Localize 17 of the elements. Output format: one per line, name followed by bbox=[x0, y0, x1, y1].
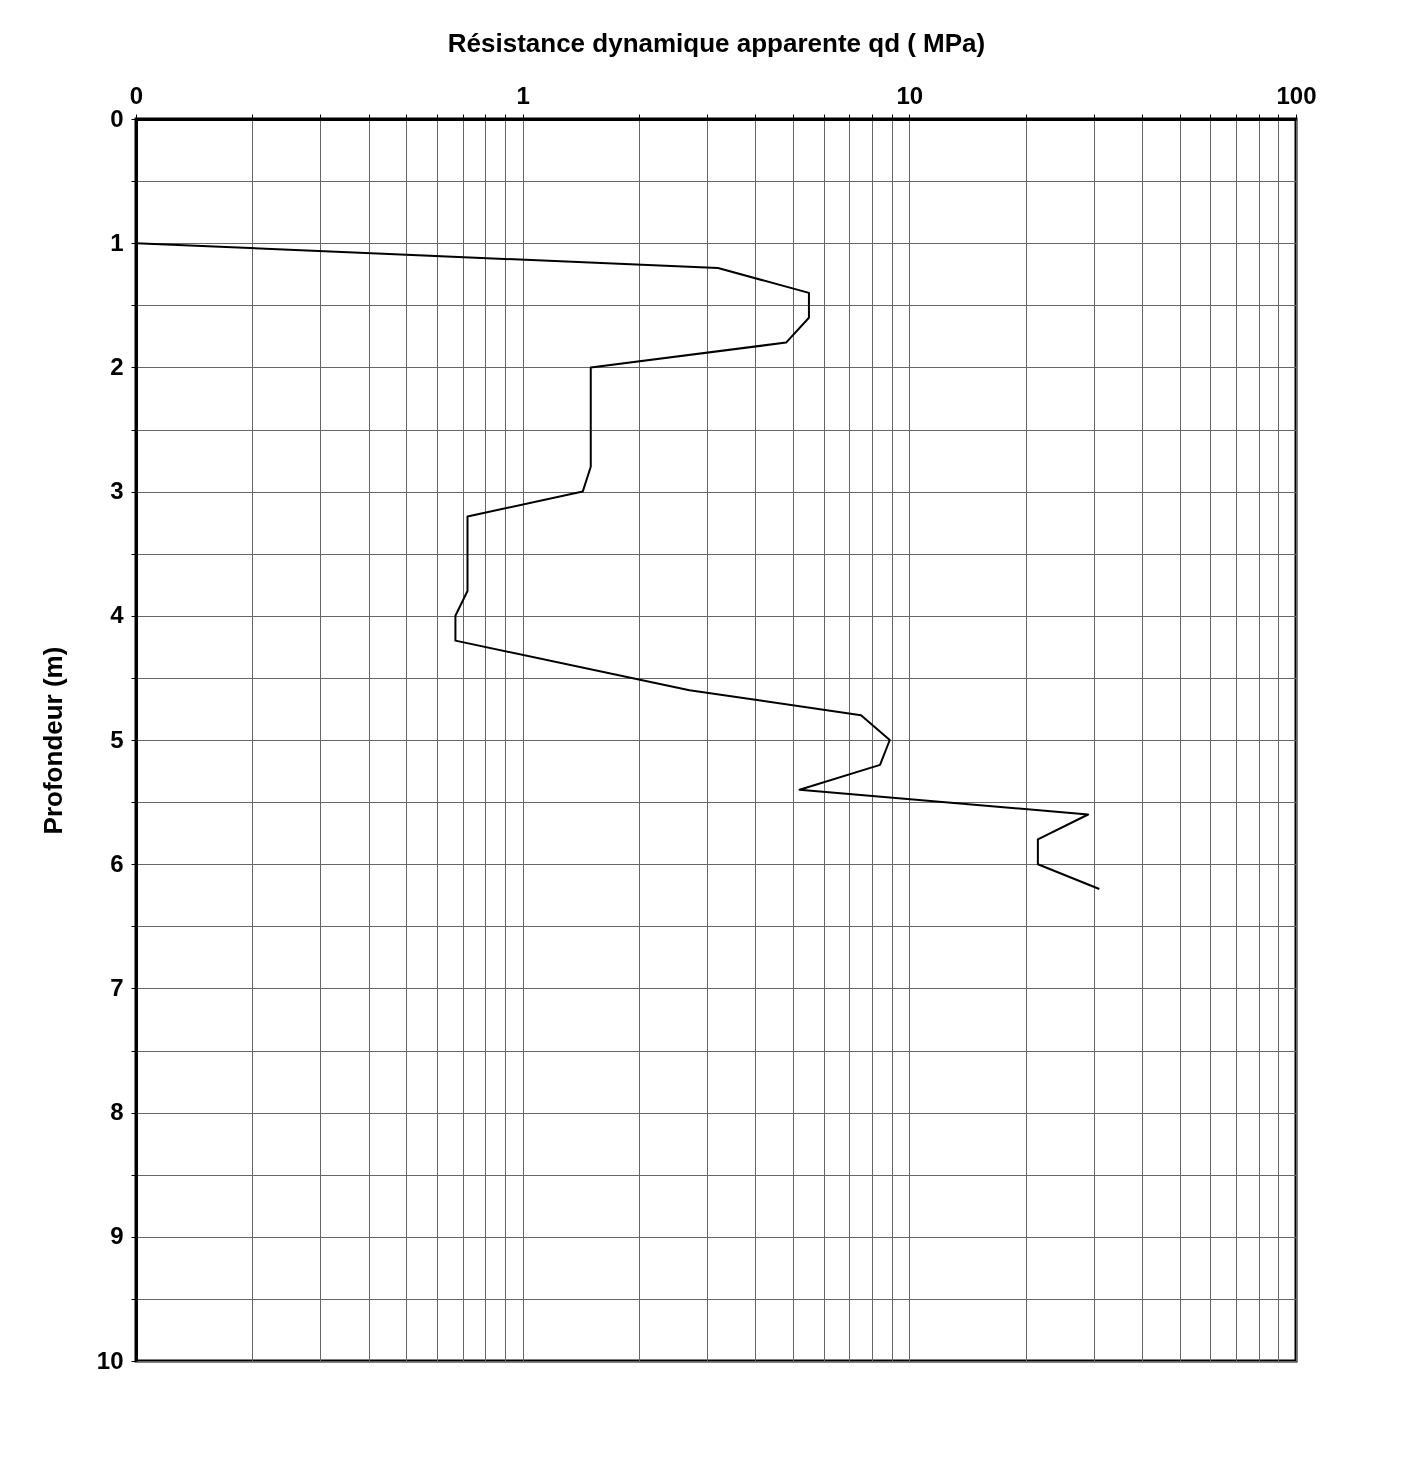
y-tick-label: 4 bbox=[110, 601, 125, 629]
y-tick-label: 7 bbox=[110, 973, 124, 1001]
x-tick-label: 100 bbox=[1276, 81, 1317, 109]
y-tick-label: 1 bbox=[110, 228, 124, 256]
x-tick-label: 0 bbox=[129, 81, 144, 109]
y-tick-label: 2 bbox=[110, 352, 124, 380]
y-tick-label: 0 bbox=[110, 104, 124, 132]
y-tick-label: 10 bbox=[96, 1346, 124, 1374]
y-tick-label: 8 bbox=[110, 1098, 124, 1126]
y-axis-title: Profondeur (m) bbox=[37, 646, 68, 835]
y-tick-label: 5 bbox=[110, 725, 124, 753]
x-tick-label: 10 bbox=[896, 81, 924, 109]
y-tick-label: 6 bbox=[110, 849, 124, 877]
y-tick-label: 3 bbox=[110, 477, 124, 505]
x-axis-title: Résistance dynamique apparente qd ( MPa) bbox=[447, 27, 986, 58]
y-tick-label: 9 bbox=[110, 1222, 124, 1250]
x-tick-label: 1 bbox=[516, 81, 530, 109]
